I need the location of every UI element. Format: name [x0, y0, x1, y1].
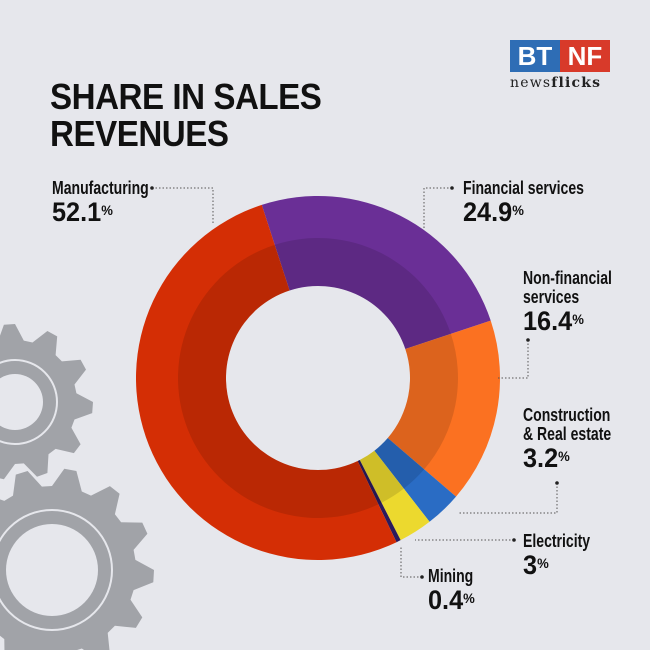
donut-chart [135, 196, 501, 561]
gear-icon-bottom-ring [0, 509, 113, 631]
logo-sub-regular: news [510, 75, 552, 91]
slice-shade-electricity [359, 450, 404, 503]
percent-sign: % [558, 448, 570, 464]
gear-icon-top-ring [0, 359, 58, 445]
slice-non-financial-services [387, 320, 501, 497]
label-name: services [523, 287, 580, 307]
bt-newsflicks-logo: BT NF newsflicks [510, 40, 610, 91]
logo-bt: BT [510, 40, 560, 72]
slice-shade-financial-services [274, 238, 451, 350]
value-number: 16.4 [523, 306, 573, 336]
logo-sub-bold: flicks [551, 75, 602, 91]
label-value: 3% [523, 551, 604, 579]
label-value: 3.2% [523, 444, 629, 472]
logo-nf: NF [560, 40, 610, 72]
slice-construction-real-estate [374, 437, 457, 522]
label-name: & Real estate [523, 424, 612, 444]
value-number: 0.4 [428, 585, 464, 615]
percent-sign: % [572, 311, 584, 327]
leader-dot [512, 538, 516, 542]
label-construction: Construction & Real estate 3.2% [523, 405, 612, 473]
gear-icon-bottom-hole [6, 524, 98, 616]
value-number: 3.2 [523, 443, 559, 473]
logo-box: BT NF [510, 40, 610, 72]
leader-financial [423, 187, 452, 228]
value-number: 52.1 [52, 197, 102, 227]
slice-shade-construction-real-estate [374, 437, 425, 489]
gears-decoration [0, 324, 154, 650]
label-name: Financial services [463, 178, 584, 198]
leader-lines [152, 187, 558, 578]
leader-dot [420, 575, 424, 579]
slice-manufacturing [135, 204, 397, 561]
value-number: 24.9 [463, 197, 513, 227]
title-line-2: REVENUES [50, 113, 229, 154]
percent-sign: % [101, 202, 113, 218]
slice-mining [357, 459, 401, 543]
label-value: 0.4% [428, 586, 482, 614]
leader-construction [458, 483, 558, 514]
gear-icon-top [0, 324, 93, 480]
gear-icon-top-hole [0, 374, 43, 430]
label-electricity: Electricity 3% [523, 531, 591, 580]
label-nonfinancial: Non-financial services 16.4% [523, 268, 612, 336]
label-value: 16.4% [523, 307, 630, 335]
title-line-1: SHARE IN SALES [50, 76, 322, 117]
slice-financial-services [261, 196, 491, 350]
label-manufacturing: Manufacturing 52.1% [52, 178, 149, 227]
slice-shade-manufacturing [178, 244, 379, 518]
slice-electricity [359, 450, 430, 541]
percent-sign: % [537, 555, 549, 571]
leader-manufacturing [152, 187, 214, 225]
leader-mining [400, 546, 422, 578]
page-title: SHARE IN SALES REVENUES [50, 76, 322, 154]
label-financial: Financial services 24.9% [463, 178, 584, 227]
slice-shade-non-financial-services [387, 333, 458, 470]
slice-shade-mining [357, 459, 382, 505]
label-name: Non-financial [523, 268, 612, 288]
label-value: 52.1% [52, 198, 168, 226]
leader-dot [150, 186, 154, 190]
label-name: Electricity [523, 531, 591, 551]
leader-dot [555, 481, 559, 485]
label-name: Construction [523, 405, 611, 425]
logo-subtitle: newsflicks [510, 75, 610, 91]
leader-dots [150, 186, 559, 579]
leader-dot [526, 338, 530, 342]
label-name: Manufacturing [52, 178, 149, 198]
label-mining: Mining 0.4% [428, 566, 475, 615]
percent-sign: % [512, 202, 524, 218]
leader-dot [450, 186, 454, 190]
leader-nonfinancial [497, 340, 529, 379]
value-number: 3 [523, 550, 538, 580]
percent-sign: % [463, 590, 475, 606]
label-value: 24.9% [463, 198, 608, 226]
label-name: Mining [428, 566, 474, 586]
